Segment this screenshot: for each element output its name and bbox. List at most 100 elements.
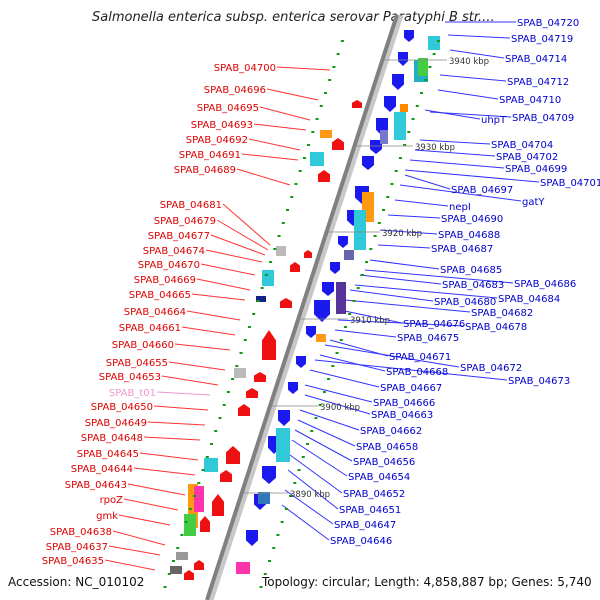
gene-label-left[interactable]: SPAB_04649 [85, 418, 147, 429]
tick-mark [411, 118, 415, 120]
gene-label-right[interactable]: SPAB_04675 [397, 333, 459, 344]
gene-label-right[interactable]: SPAB_04658 [356, 442, 418, 453]
gene-label-left[interactable]: SPAB_04665 [129, 290, 191, 301]
leader-line-right [297, 419, 356, 447]
gene-label-right[interactable]: SPAB_04714 [505, 54, 567, 65]
gene-label-right[interactable]: SPAB_04710 [499, 95, 561, 106]
gene-label-left[interactable]: SPAB_04681 [160, 200, 222, 211]
gene-label-right[interactable]: SPAB_04668 [386, 367, 448, 378]
gene-label-left[interactable]: SPAB_04691 [179, 150, 241, 161]
gene-label-right[interactable]: SPAB_04704 [491, 140, 553, 151]
leader-line-left [108, 545, 161, 556]
tick-mark [294, 183, 298, 185]
gene-label-right[interactable]: SPAB_04652 [343, 489, 405, 500]
tick-mark [436, 40, 440, 42]
tick-mark [323, 92, 327, 94]
gene-label-left[interactable]: gmk [96, 511, 118, 522]
gene-label-right[interactable]: SPAB_04647 [334, 520, 396, 531]
gene-arrow [254, 372, 266, 382]
leader-line-right [319, 354, 386, 372]
gene-label-right[interactable]: SPAB_04697 [451, 185, 513, 196]
gene-label-right[interactable]: SPAB_04656 [353, 457, 415, 468]
gene-label-left[interactable]: SPAB_04660 [112, 340, 174, 351]
gene-label-left[interactable]: SPAB_04677 [148, 231, 210, 242]
gene-label-right[interactable]: SPAB_04671 [389, 352, 451, 363]
leader-line-right [394, 199, 449, 207]
gene-label-right[interactable]: SPAB_04686 [514, 279, 576, 290]
gene-label-right[interactable]: SPAB_04712 [507, 77, 569, 88]
gene-label-left[interactable]: SPAB_04635 [42, 556, 104, 567]
tick-mark [260, 287, 264, 289]
gene-label-left[interactable]: SPAB_04643 [65, 480, 127, 491]
gene-label-right[interactable]: SPAB_04678 [465, 322, 527, 333]
gene-label-left[interactable]: SPAB_04655 [106, 358, 168, 369]
tick-mark [272, 547, 276, 549]
gene-arrow [338, 236, 348, 248]
gene-label-right[interactable]: SPAB_04702 [496, 152, 558, 163]
leader-line-right [399, 184, 522, 202]
gene-label-left[interactable]: SPAB_04693 [191, 120, 253, 131]
gene-label-right[interactable]: gatY [522, 197, 545, 208]
gene-label-right[interactable]: SPAB_04662 [360, 426, 422, 437]
gene-label-left[interactable]: SPAB_04700 [214, 63, 276, 74]
gene-label-left[interactable]: SPAB_04637 [46, 542, 108, 553]
feature-box [276, 428, 290, 462]
gene-label-left[interactable]: SPAB_04696 [204, 85, 266, 96]
gene-label-left[interactable]: SPAB_04653 [99, 372, 161, 383]
gene-label-right[interactable]: nepI [449, 202, 471, 213]
gene-arrow [246, 530, 258, 546]
gene-label-right[interactable]: SPAB_04646 [330, 536, 392, 547]
gene-label-right[interactable]: SPAB_04687 [431, 244, 493, 255]
gene-label-right[interactable]: SPAB_04684 [498, 294, 560, 305]
gene-label-right[interactable]: SPAB_04673 [508, 376, 570, 387]
gene-label-left[interactable]: SPAB_04664 [124, 307, 186, 318]
gene-label-left[interactable]: SPAB_04661 [119, 323, 181, 334]
gene-label-right[interactable]: SPAB_04680 [434, 297, 496, 308]
gene-label-right[interactable]: SPAB_04667 [380, 383, 442, 394]
gene-label-right[interactable]: SPAB_04666 [373, 398, 435, 409]
gene-label-right[interactable]: SPAB_04672 [460, 363, 522, 374]
gene-label-right[interactable]: uhpT [481, 115, 507, 126]
gene-label-right[interactable]: SPAB_04654 [348, 472, 410, 483]
feature-box [188, 484, 198, 528]
gene-label-left[interactable]: SPAB_04644 [71, 464, 133, 475]
gene-label-left[interactable]: SPAB_04669 [134, 275, 196, 286]
leader-line-right [289, 454, 343, 494]
gene-label-right[interactable]: SPAB_04685 [440, 265, 502, 276]
leader-line-right [304, 384, 373, 403]
gene-label-left[interactable]: SPAB_04674 [143, 246, 205, 257]
gene-label-left[interactable]: SPAB_04689 [174, 165, 236, 176]
gene-label-right[interactable]: SPAB_04682 [471, 308, 533, 319]
tick-mark [297, 469, 301, 471]
gene-label-left[interactable]: SPAB_04645 [77, 449, 139, 460]
gene-label-left[interactable]: SPAB_04638 [50, 527, 112, 538]
tick-mark [301, 456, 305, 458]
leader-line-right [414, 149, 496, 157]
gene-label-left[interactable]: SPAB_04670 [138, 260, 200, 271]
gene-label-right[interactable]: SPAB_04709 [512, 113, 574, 124]
leader-line-left [139, 452, 199, 461]
gene-label-left[interactable]: rpoZ [100, 495, 124, 506]
gene-label-right[interactable]: SPAB_04699 [505, 164, 567, 175]
tick-mark [302, 157, 306, 159]
gene-label-right[interactable]: SPAB_04683 [442, 280, 504, 291]
gene-label-right[interactable]: SPAB_04651 [339, 505, 401, 516]
gene-label-right[interactable]: SPAB_04720 [517, 18, 579, 29]
leader-line-left [104, 559, 156, 571]
gene-label-left[interactable]: SPAB_04650 [91, 402, 153, 413]
gene-label-right[interactable]: SPAB_04701 [540, 178, 600, 189]
tick-mark [267, 560, 271, 562]
gene-label-right[interactable]: SPAB_04676 [403, 319, 465, 330]
gene-label-right[interactable]: SPAB_04663 [371, 410, 433, 421]
gene-label-left[interactable]: SPAB_04692 [186, 135, 248, 146]
gene-label-right[interactable]: SPAB_04688 [438, 230, 500, 241]
leader-line-right [409, 159, 505, 169]
leader-line-right [337, 319, 465, 327]
gene-label-left[interactable]: SPAB_04679 [154, 216, 216, 227]
gene-label-right[interactable]: SPAB_04719 [511, 34, 573, 45]
gene-label-right[interactable]: SPAB_04690 [441, 214, 503, 225]
gene-label-left[interactable]: SPAB_t01 [109, 388, 156, 399]
gene-label-left[interactable]: SPAB_04695 [197, 103, 259, 114]
gene-label-left[interactable]: SPAB_04648 [81, 433, 143, 444]
leader-line-left [210, 234, 266, 256]
